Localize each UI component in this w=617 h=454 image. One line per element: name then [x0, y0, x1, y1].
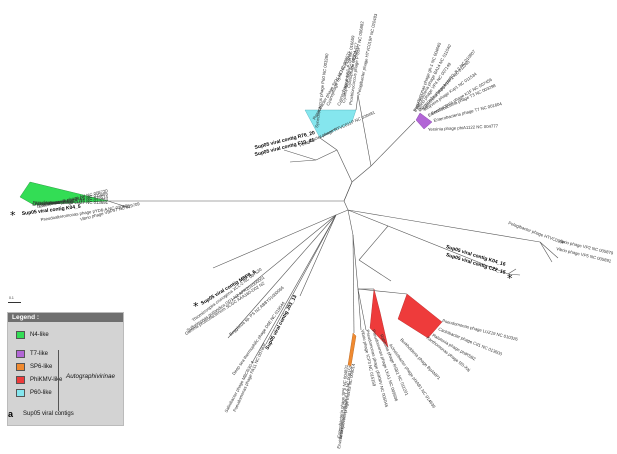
star-marker: *	[193, 300, 199, 313]
legend-item: PhiKMV-like	[16, 375, 62, 384]
contig-legend-label: Sup05 viral contigs	[23, 411, 74, 417]
legend-label: SP6-like	[30, 363, 53, 370]
leaf: Yersinia phage phiA1122 NC 004777	[428, 123, 499, 132]
legend-label: P60-like	[30, 389, 52, 396]
legend-item: N4-like	[16, 330, 49, 339]
contig-marker: a	[8, 409, 14, 419]
legend-item: SP6-like	[16, 362, 52, 371]
scale-bar-label: 0.1	[9, 296, 14, 300]
legend-item: P60-like	[16, 388, 52, 397]
legend-swatch	[16, 375, 25, 384]
clade-t7-like	[415, 112, 433, 130]
legend-item: T7-like	[16, 349, 48, 358]
star-marker: *	[507, 272, 513, 285]
leaf: Pseudomonas phage LUZ7 NC 013691	[33, 200, 109, 205]
legend-swatch	[16, 349, 25, 358]
leaf: Pseudomonas phage LUZ19 NC 010326	[442, 318, 519, 342]
legend-label: T7-like	[30, 350, 49, 357]
clade-n4-like	[19, 181, 109, 206]
clade-phikmv-like-b	[397, 293, 443, 339]
legend-swatch	[16, 388, 25, 397]
legend-contig-row: a Sup05 viral contigs	[8, 409, 74, 419]
leaf: Pseudomonas phage LIT1 NC 013264	[35, 197, 109, 206]
star-marker: *	[10, 209, 16, 222]
tree-branches	[107, 94, 559, 364]
clade-sp6-like	[347, 332, 357, 367]
legend-label: PhiKMV-like	[30, 376, 63, 383]
legend-title: Legend :	[8, 313, 123, 322]
scale-bar	[8, 302, 21, 303]
legend-swatch	[16, 330, 25, 339]
subfamily-label: Autographivirinae	[66, 373, 116, 380]
subfamily-bracket	[58, 350, 63, 411]
legend: Legend : N4-like T7-like SP6-like PhiKMV…	[7, 312, 124, 426]
legend-swatch	[16, 362, 25, 371]
clade-phikmv-like-a	[369, 288, 389, 348]
legend-label: N4-like	[30, 331, 49, 338]
